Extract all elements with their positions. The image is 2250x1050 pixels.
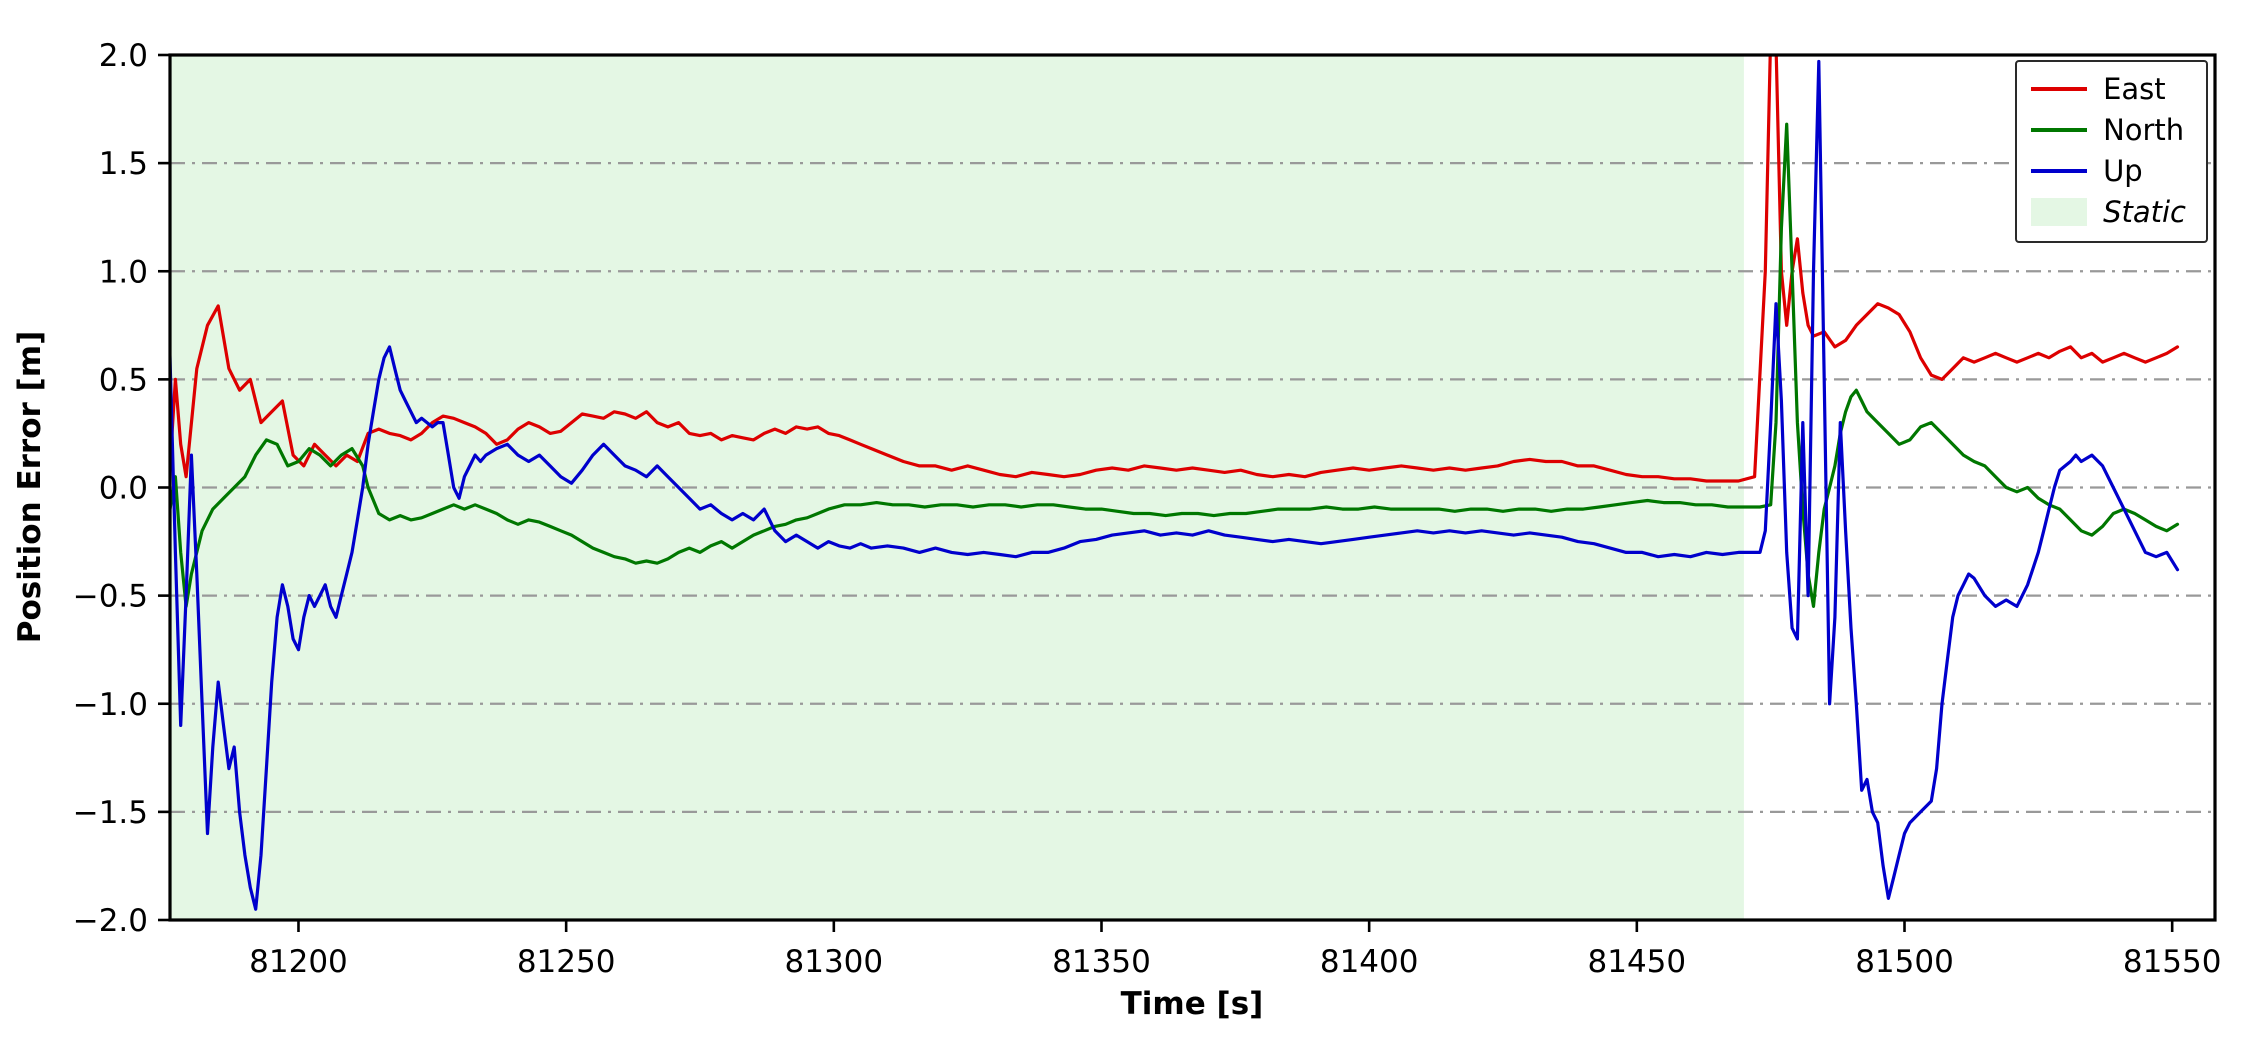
north-series-line: [170, 122, 2180, 609]
legend-label-static: Static: [2103, 194, 2186, 229]
x-tick-label: 81300: [785, 944, 884, 980]
static-patch-swatch: [2031, 198, 2088, 226]
y-tick-label: 0.0: [99, 471, 148, 507]
legend-item-east: East: [2031, 72, 2186, 106]
north-line-swatch: [2031, 128, 2088, 132]
y-tick-label: −1.0: [73, 687, 148, 723]
east-line-swatch: [2031, 87, 2088, 91]
y-tick-label: −0.5: [73, 579, 148, 615]
up-line-swatch: [2031, 169, 2088, 173]
legend-label-north: North: [2103, 112, 2185, 147]
legend-item-north: North: [2031, 113, 2186, 147]
x-tick-labels: 81200 81250 81300 81350 81400 81450 81500 81550: [249, 944, 2221, 980]
x-tick-label: 81500: [1855, 944, 1954, 980]
y-axis-label: Position Error [m]: [12, 331, 48, 643]
legend-label-east: East: [2103, 71, 2166, 106]
x-tick-label: 81200: [249, 944, 348, 980]
y-tick-label: −2.0: [73, 903, 148, 939]
series-lines: [170, 55, 2180, 911]
y-tick-label: 2.0: [99, 38, 148, 74]
legend-item-static: Static: [2031, 195, 2186, 229]
x-axis-label: Time [s]: [1121, 986, 1264, 1022]
up-series-line: [170, 59, 2180, 911]
x-tick-label: 81450: [1588, 944, 1687, 980]
y-tick-label: 1.0: [99, 254, 148, 290]
y-tick-labels: −2.0 −1.5 −1.0 −0.5 0.0 0.5 1.0 1.5 2.0: [73, 38, 148, 939]
axis-ticks: [158, 53, 2174, 932]
east-series-line: [170, 55, 2180, 483]
y-tick-label: −1.5: [73, 795, 148, 831]
x-tick-label: 81550: [2123, 944, 2222, 980]
x-tick-label: 81350: [1052, 944, 1151, 980]
legend: East North Up Static: [2015, 60, 2208, 243]
legend-item-up: Up: [2031, 154, 2186, 188]
y-tick-label: 1.5: [99, 146, 148, 182]
x-tick-label: 81400: [1320, 944, 1419, 980]
x-tick-label: 81250: [517, 944, 616, 980]
y-tick-label: 0.5: [99, 362, 148, 398]
legend-label-up: Up: [2103, 153, 2143, 188]
